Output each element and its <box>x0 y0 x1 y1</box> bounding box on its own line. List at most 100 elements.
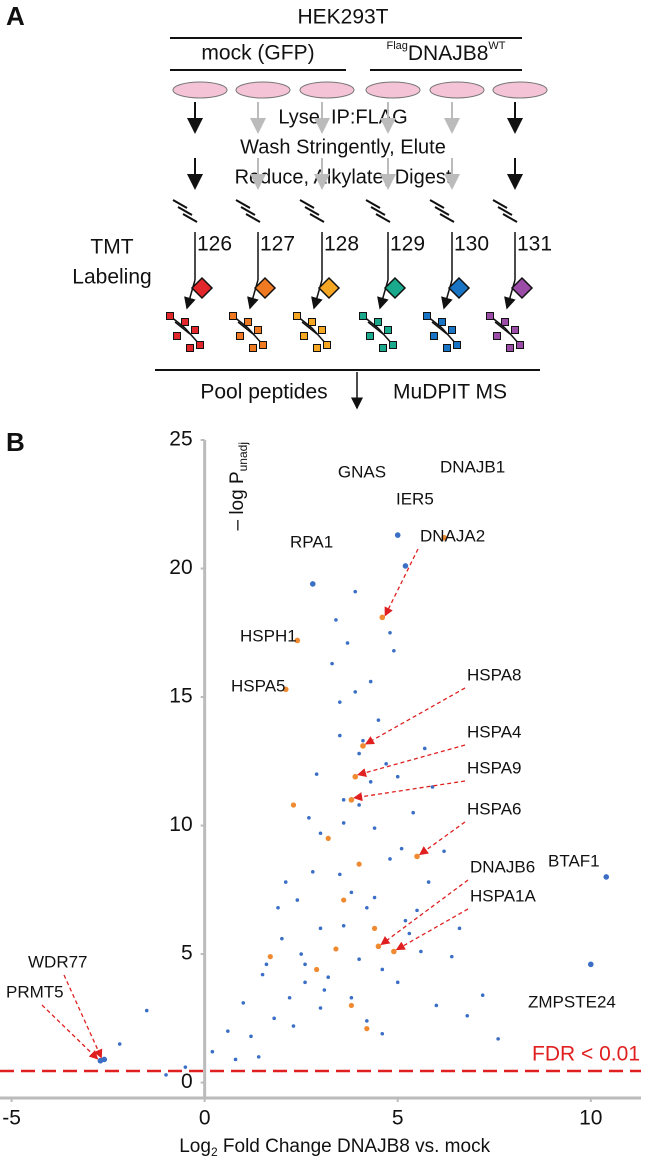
data-point <box>415 908 419 913</box>
data-point <box>422 746 427 751</box>
label-arrow <box>353 780 466 802</box>
arrow <box>377 279 389 310</box>
peptide <box>245 213 261 223</box>
peptide <box>177 206 193 216</box>
label-arrow <box>41 1004 99 1060</box>
point-label: HSPA9 <box>467 758 522 777</box>
tag-square <box>366 332 374 340</box>
data-point <box>241 1001 246 1005</box>
tag-square <box>379 344 387 352</box>
tag-square <box>259 341 267 349</box>
tag-square <box>166 312 174 320</box>
labeled-point <box>402 563 409 569</box>
data-point <box>399 846 404 851</box>
data-point <box>318 926 323 931</box>
point-label: BTAF1 <box>548 851 600 870</box>
data-point <box>353 589 358 594</box>
x-tick-label: -5 <box>2 1107 21 1130</box>
labeled-point <box>348 797 355 803</box>
bait-suffix: WT <box>488 40 505 52</box>
arrow <box>184 279 196 310</box>
label-arrow <box>380 879 469 946</box>
data-point <box>380 1031 385 1036</box>
tag-square <box>300 332 308 340</box>
data-point <box>291 1024 296 1028</box>
data-point <box>442 849 446 854</box>
threshold-label: FDR < 0.01 <box>532 1043 640 1066</box>
data-point <box>353 690 358 694</box>
data-point <box>349 995 354 1000</box>
tag-label: 131 <box>517 233 552 256</box>
tag-square <box>501 318 509 326</box>
data-point <box>117 1042 122 1046</box>
peptide <box>502 213 518 223</box>
label-arrow <box>395 908 469 951</box>
point-label: DNAJA2 <box>420 526 485 545</box>
labeled-point <box>294 637 301 644</box>
data-point <box>384 762 388 766</box>
labeled-point <box>309 581 316 587</box>
data-point <box>183 1065 188 1069</box>
data-point <box>372 826 377 830</box>
peptide <box>434 206 450 216</box>
tag-square <box>191 326 199 334</box>
data-point <box>260 972 265 977</box>
tag-square <box>506 344 514 352</box>
data-point <box>426 880 431 884</box>
peptide <box>365 199 381 209</box>
point-label: GNAS <box>338 462 386 481</box>
data-point <box>283 880 288 884</box>
data-point <box>376 718 381 722</box>
data-point <box>307 816 311 820</box>
data-point <box>256 1055 261 1059</box>
peptide <box>240 206 256 216</box>
data-point <box>267 954 273 960</box>
label-arrow <box>357 744 466 778</box>
tag-square <box>453 341 461 349</box>
x-axis-label: Log2 Fold Change DNAJB8 vs. mock <box>179 1136 490 1159</box>
y-tick-label: 15 <box>169 685 192 708</box>
tag-square <box>423 312 431 320</box>
point-label: HSPA8 <box>467 665 522 684</box>
tag-diamond <box>190 276 214 300</box>
data-point <box>326 975 331 979</box>
data-point <box>395 980 400 985</box>
point-label: HSPA4 <box>467 722 522 741</box>
data-point <box>365 905 369 910</box>
tag-label: 127 <box>260 233 295 256</box>
data-point <box>322 988 327 992</box>
data-point <box>392 648 396 653</box>
tag-label: 129 <box>390 233 425 256</box>
point-label: HSPA6 <box>467 799 522 818</box>
label-arrow <box>418 821 466 856</box>
data-point <box>325 835 331 841</box>
data-point <box>233 1057 238 1062</box>
data-point <box>314 772 319 776</box>
peptide <box>182 213 198 223</box>
tag-label: 130 <box>454 233 489 256</box>
data-point <box>276 905 280 910</box>
tag-square <box>249 344 257 352</box>
data-point <box>338 733 342 738</box>
peptide <box>439 213 455 223</box>
peptide <box>492 199 508 209</box>
data-point <box>264 962 269 967</box>
data-point <box>395 774 400 779</box>
point-label: HSPA5 <box>231 676 286 695</box>
tag-square <box>308 318 316 326</box>
step: Lyse, IP:FLAG <box>278 106 407 128</box>
labeled-point <box>441 534 447 541</box>
y-label-sub: unadj <box>236 442 250 471</box>
point-label: IER5 <box>396 489 434 508</box>
tag-square <box>516 341 524 349</box>
y-tick-label: 25 <box>169 428 192 451</box>
dish <box>235 81 291 99</box>
y-tick-label: 0 <box>181 1070 193 1093</box>
ms-label: MuDPIT MS <box>393 381 507 404</box>
tag-square <box>244 318 252 326</box>
data-point <box>314 966 320 973</box>
data-point <box>287 995 292 1000</box>
tag-square <box>236 332 244 340</box>
dish <box>365 81 421 99</box>
data-point <box>496 1037 500 1041</box>
